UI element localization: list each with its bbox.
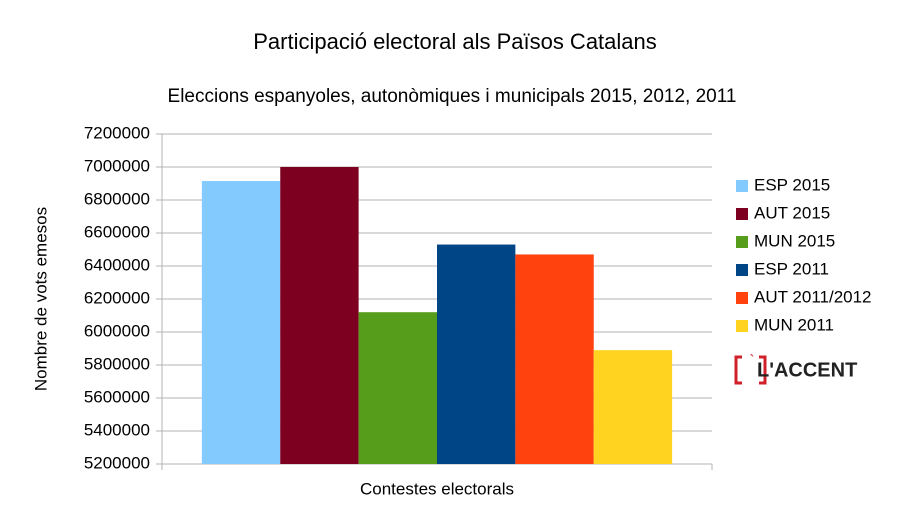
legend-swatch <box>736 320 748 332</box>
legend-swatch <box>736 292 748 304</box>
legend-label: AUT 2015 <box>754 203 830 222</box>
y-tick-label: 5200000 <box>84 453 150 472</box>
logo-mark: ` <box>749 353 754 370</box>
y-tick-label: 5800000 <box>84 354 150 373</box>
legend-swatch <box>736 236 748 248</box>
logo-bracket <box>734 355 742 385</box>
legend-label: MUN 2011 <box>754 315 834 334</box>
y-tick-label: 5400000 <box>84 420 150 439</box>
logo-bracket <box>759 355 767 385</box>
bar <box>437 244 516 464</box>
y-axis-label: Nombre de vots emesos <box>31 207 50 391</box>
logo: ` L'ACCENT <box>734 353 857 385</box>
chart-title: Participació electoral als Països Catala… <box>253 29 657 54</box>
bar <box>358 312 437 464</box>
bar <box>201 181 281 464</box>
legend-swatch <box>736 208 748 220</box>
bar <box>593 350 673 464</box>
logo-text: L'ACCENT <box>757 359 857 381</box>
y-tick-label: 6200000 <box>84 288 150 307</box>
y-tick-label: 7200000 <box>84 123 150 142</box>
legend-label: ESP 2011 <box>754 259 829 278</box>
y-tick-label: 6000000 <box>84 321 150 340</box>
legend-label: ESP 2015 <box>754 175 830 194</box>
y-tick-label: 6600000 <box>84 222 150 241</box>
x-axis-label: Contestes electorals <box>360 479 514 498</box>
y-tick-label: 5600000 <box>84 387 150 406</box>
bar <box>515 254 594 464</box>
bar <box>280 167 359 464</box>
legend-label: MUN 2015 <box>754 231 835 250</box>
legend-label: AUT 2011/2012 <box>754 287 872 306</box>
legend-swatch <box>736 180 748 192</box>
legend-swatch <box>736 264 748 276</box>
y-tick-label: 6800000 <box>84 189 150 208</box>
y-tick-label: 7000000 <box>84 156 150 175</box>
y-tick-label: 6400000 <box>84 255 150 274</box>
chart-subtitle: Eleccions espanyoles, autonòmiques i mun… <box>168 86 737 107</box>
